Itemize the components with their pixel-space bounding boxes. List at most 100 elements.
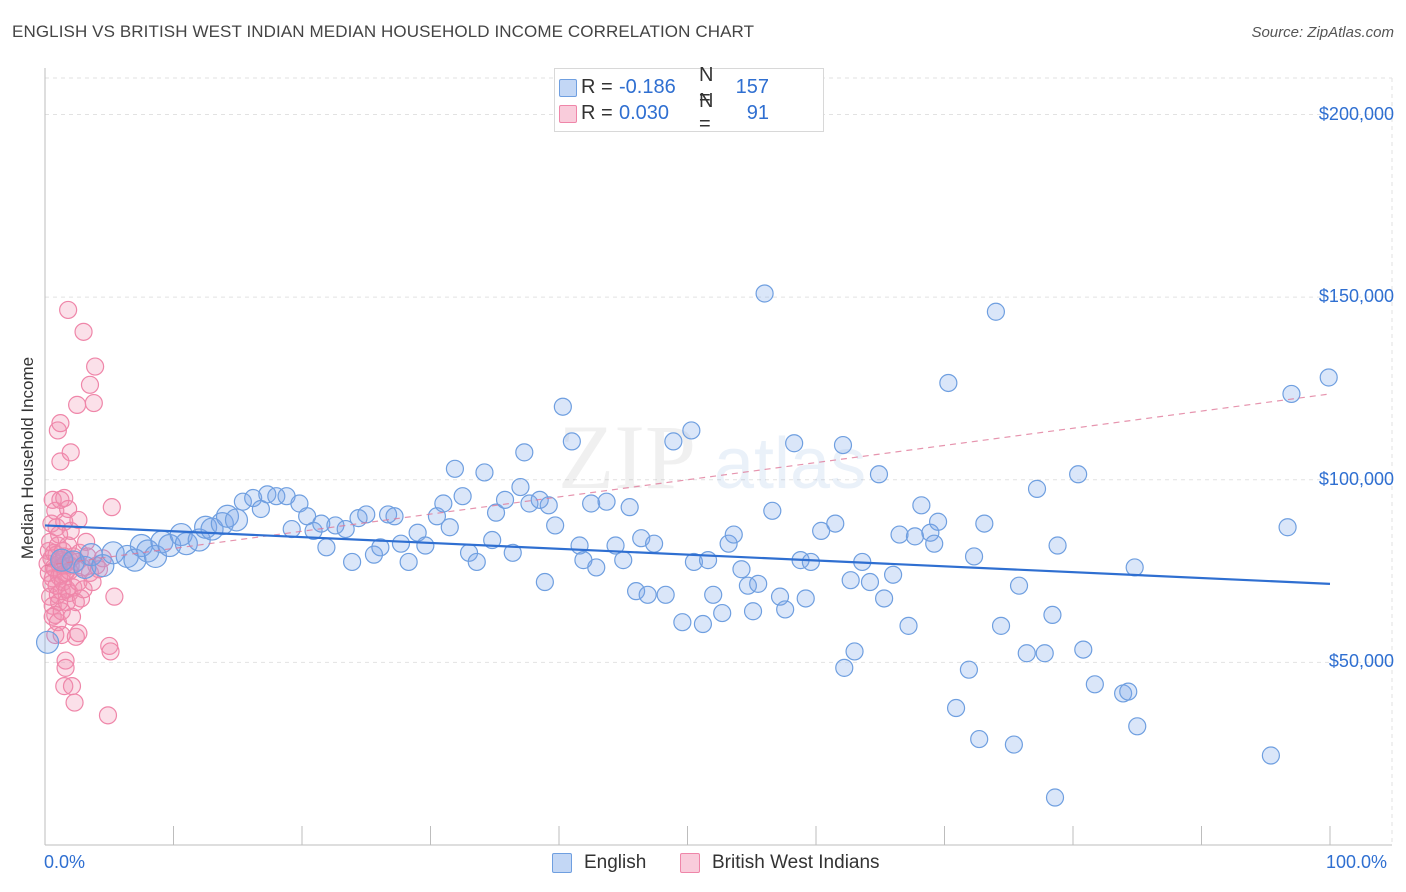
english-point	[614, 551, 633, 570]
english-point	[638, 585, 657, 604]
x-tick-max: 100.0%	[1326, 852, 1388, 872]
english-point	[312, 514, 331, 533]
bwi-point	[61, 443, 80, 462]
english-point	[1128, 717, 1147, 736]
english-point	[282, 519, 301, 539]
english-point	[841, 571, 860, 590]
english-point	[682, 421, 701, 440]
english-point	[434, 494, 453, 513]
english-point	[553, 397, 572, 416]
english-point	[970, 729, 989, 749]
bwi-point	[84, 393, 103, 413]
english-point	[796, 589, 815, 608]
english-point	[890, 525, 909, 544]
english-point	[704, 585, 723, 604]
english-point	[1027, 479, 1047, 498]
english-point	[503, 543, 522, 562]
english-point	[475, 463, 494, 482]
english-point	[812, 521, 831, 540]
r-value: 0.030	[619, 101, 670, 124]
english-point	[1074, 640, 1093, 659]
english-point	[258, 485, 277, 504]
english-point	[860, 572, 880, 592]
english-point	[991, 616, 1011, 635]
english-point	[35, 630, 60, 654]
english-point	[826, 514, 845, 533]
watermark-zip: ZIP	[558, 406, 696, 508]
bwi-point	[62, 677, 82, 696]
english-point	[1043, 605, 1062, 625]
bwi-point	[74, 322, 93, 341]
n-value: 91	[746, 101, 769, 124]
bwi-point	[69, 624, 88, 643]
english-point	[233, 492, 252, 511]
english-point	[399, 552, 418, 572]
english-point	[713, 603, 732, 623]
english-point	[495, 490, 515, 509]
english-point	[626, 582, 646, 601]
bwi-point	[55, 677, 74, 696]
english-point	[883, 565, 903, 584]
y-tick-label: $200,000	[1318, 103, 1394, 124]
english-point	[986, 302, 1006, 321]
source-label: Source: ZipAtlas.com	[1251, 24, 1394, 41]
english-point	[946, 698, 966, 718]
english-point	[1048, 536, 1067, 555]
english-point	[520, 494, 539, 513]
english-point	[869, 465, 889, 484]
english-point	[200, 517, 224, 541]
english-point	[905, 527, 925, 546]
english-point	[440, 518, 459, 537]
english-point	[1085, 675, 1104, 694]
english-point	[378, 505, 398, 524]
stats-legend: R = -0.186 N = 157 R = 0.030 N = 91	[554, 64, 824, 135]
english-point	[801, 552, 820, 572]
english-point	[1045, 788, 1065, 807]
r-label: R =	[581, 75, 613, 98]
bwi-swatch	[559, 105, 577, 123]
english-point	[486, 503, 506, 522]
bwi-point	[62, 607, 82, 626]
english-trend-line	[44, 524, 1331, 585]
english-point	[912, 496, 931, 515]
legend-label-english: English	[584, 852, 647, 873]
legend-item-english[interactable]: English	[552, 852, 646, 874]
english-point	[73, 555, 97, 580]
chart-title: ENGLISH VS BRITISH WEST INDIAN MEDIAN HO…	[12, 22, 755, 41]
english-point	[606, 536, 625, 555]
n-value: 157	[735, 75, 769, 98]
english-point	[445, 459, 465, 478]
trend-layer	[44, 393, 1331, 585]
english-point	[1261, 746, 1280, 765]
bwi-point	[50, 525, 69, 544]
axis-layer	[44, 68, 1392, 846]
watermark: ZIP atlas	[558, 406, 866, 508]
english-point	[835, 658, 854, 677]
english-point	[763, 501, 782, 520]
english-point	[743, 602, 763, 621]
bwi-point	[56, 651, 75, 670]
english-swatch	[559, 79, 577, 97]
english-point	[776, 600, 795, 619]
bwi-point	[77, 532, 96, 551]
english-point	[539, 496, 558, 515]
bwi-points	[38, 300, 124, 725]
stats-row-bwi: R = 0.030 N = 91	[559, 90, 769, 135]
stats-row-english: R = -0.186 N = 157	[559, 64, 769, 109]
english-legend-swatch	[552, 853, 572, 873]
english-point	[925, 534, 944, 553]
legend-item-bwi[interactable]: British West Indians	[680, 852, 880, 874]
r-value: -0.186	[619, 75, 676, 98]
y-axis-label: Median Household Income	[18, 356, 37, 560]
english-point	[483, 530, 502, 550]
english-point	[899, 616, 918, 635]
english-point	[123, 548, 147, 572]
english-point	[959, 660, 979, 679]
english-point	[698, 551, 718, 570]
english-point	[582, 494, 601, 513]
english-point	[597, 492, 616, 511]
bwi-point	[52, 602, 71, 621]
english-point	[724, 525, 743, 544]
english-point	[875, 589, 894, 608]
